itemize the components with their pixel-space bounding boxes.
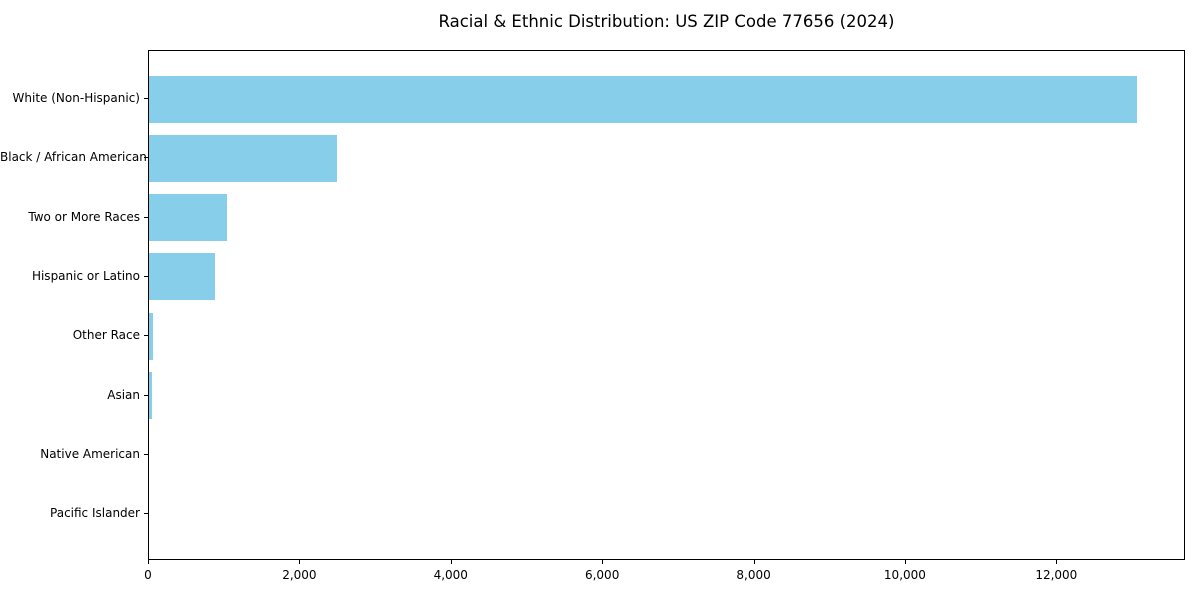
x-tick-mark [1056, 560, 1058, 564]
category-label: Hispanic or Latino [31, 268, 140, 283]
bar [149, 75, 1137, 123]
x-tick-label: 2,000 [282, 568, 317, 582]
category-label: White (Non-Hispanic) [12, 91, 140, 105]
bar [149, 312, 153, 360]
category-label: Two or More Races [28, 209, 140, 224]
plot-area [148, 50, 1185, 560]
x-tick-mark [299, 560, 301, 564]
y-tick-mark [144, 216, 148, 218]
y-tick-mark [144, 157, 148, 159]
category-label: Pacific Islander [50, 506, 140, 521]
x-tick-mark [450, 560, 452, 564]
x-tick-mark [753, 560, 755, 564]
x-tick-label: 10,000 [883, 568, 926, 582]
x-tick-label: 12,000 [1035, 568, 1078, 582]
bar [149, 253, 216, 301]
x-tick-mark [904, 560, 906, 564]
category-label: Other Race [72, 328, 140, 343]
y-tick-mark [144, 98, 148, 99]
y-tick-mark [144, 394, 148, 396]
y-tick-mark [144, 453, 148, 455]
bar [149, 372, 153, 419]
bar [149, 194, 227, 242]
x-tick-label: 6,000 [584, 568, 620, 582]
x-tick-mark [602, 560, 604, 564]
y-tick-mark [144, 275, 148, 277]
chart-title: Racial & Ethnic Distribution: US ZIP Cod… [438, 12, 895, 31]
x-tick-label: 4,000 [433, 568, 468, 582]
x-tick-mark [148, 560, 149, 564]
category-label: Native American [40, 446, 140, 461]
y-tick-mark [144, 335, 148, 337]
y-tick-mark [144, 513, 148, 515]
category-label: Asian [107, 387, 140, 402]
x-tick-label: 0 [144, 568, 152, 582]
bar [149, 134, 338, 182]
x-tick-label: 8,000 [736, 568, 771, 582]
category-label: Black / African American [0, 150, 147, 165]
